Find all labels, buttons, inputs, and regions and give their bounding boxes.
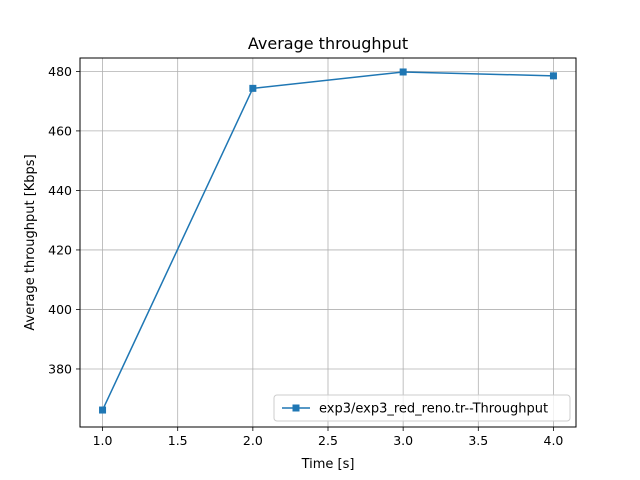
y-tick-label: 380 — [48, 361, 72, 376]
series-line — [101, 71, 554, 411]
y-tick-label: 440 — [48, 183, 72, 198]
data-point-marker — [549, 72, 557, 80]
x-tick-label: 2.0 — [243, 433, 263, 448]
axis-ticks: 1.0 1.5 2.0 2.5 3.0 3.5 4.0 380 400 420 440 460 480 — [48, 64, 563, 448]
chart-title: Average throughput — [248, 34, 408, 53]
x-tick-label: 4.0 — [544, 433, 564, 448]
x-tick-label: 1.0 — [93, 433, 113, 448]
legend-box — [273, 394, 571, 422]
data-point-marker — [99, 406, 107, 414]
x-tick-label: 2.5 — [318, 433, 338, 448]
y-tick-label: 420 — [48, 242, 72, 257]
y-tick-label: 400 — [48, 302, 72, 317]
y-tick-label: 460 — [48, 123, 72, 138]
legend-label: exp3/exp3_red_reno.tr--Throughput — [319, 402, 548, 417]
series-layer — [99, 68, 557, 414]
y-tick-label: 480 — [48, 64, 72, 79]
x-axis-title: Time [s] — [301, 457, 355, 472]
y-axis-title: Average throughput [Kbps] — [23, 154, 38, 330]
x-tick-label: 1.5 — [168, 433, 188, 448]
x-tick-label: 3.5 — [468, 433, 488, 448]
x-tick-label: 3.0 — [393, 433, 413, 448]
legend-marker-swatch — [292, 404, 300, 412]
data-point-marker — [249, 84, 257, 92]
grid-lines — [80, 58, 576, 427]
legend: exp3/exp3_red_reno.tr--Throughput — [273, 394, 571, 422]
data-point-marker — [399, 68, 407, 76]
